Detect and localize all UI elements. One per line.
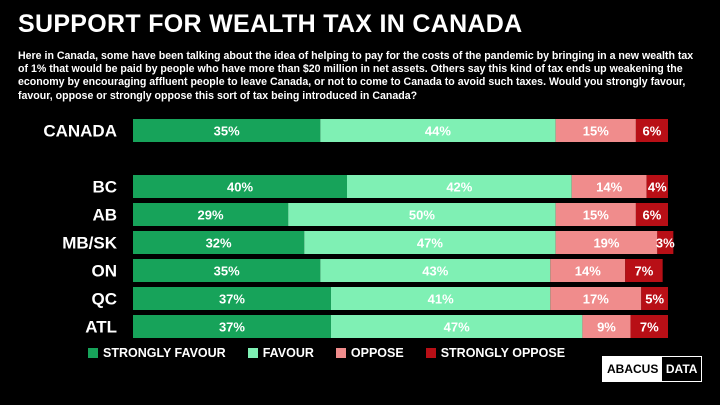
bar-segment-atl-oppose: [582, 315, 631, 338]
bar-segment-on-strongly-oppose: [625, 259, 663, 282]
survey-question: Here in Canada, some have been talking a…: [18, 50, 694, 102]
category-label-atl: ATL: [85, 318, 117, 337]
data-label-bc-strongly-favour: 40%: [227, 180, 253, 195]
legend-swatch-strongly-oppose: [425, 348, 436, 358]
legend-label-favour: FAVOUR: [262, 346, 314, 360]
abacus-data-logo: ABACUS DATA: [602, 356, 702, 382]
bar-segment-ab-oppose: [555, 203, 636, 226]
bar-segment-ab-strongly-favour: [133, 203, 289, 226]
category-label-mb-sk: MB/SK: [62, 234, 118, 253]
bar-segment-bc-strongly-favour: [133, 175, 347, 198]
bar-segment-ab-favour: [288, 203, 556, 226]
legend-label-strongly-favour: STRONGLY FAVOUR: [103, 346, 226, 360]
legend: STRONGLY FAVOUR FAVOUR OPPOSE STRONGLY O…: [88, 346, 587, 360]
legend-item-favour: FAVOUR: [247, 346, 314, 360]
data-label-bc-favour: 42%: [446, 180, 472, 195]
category-label-qc: QC: [92, 290, 118, 309]
data-label-mb-sk-strongly-oppose: 3%: [656, 236, 675, 251]
data-label-bc-strongly-oppose: 4%: [648, 180, 667, 195]
data-label-on-strongly-favour: 35%: [214, 264, 240, 279]
logo-part1: ABACUS: [603, 357, 663, 381]
bar-segment-on-strongly-favour: [133, 259, 321, 282]
bar-segment-canada-oppose: [555, 119, 636, 142]
legend-item-strongly-favour: STRONGLY FAVOUR: [88, 346, 226, 360]
data-label-on-strongly-oppose: 7%: [635, 264, 654, 279]
data-label-atl-strongly-oppose: 7%: [640, 320, 659, 335]
bar-segment-bc-favour: [347, 175, 572, 198]
bar-segment-qc-strongly-oppose: [641, 287, 668, 310]
bar-segment-qc-favour: [330, 287, 551, 310]
category-label-canada: CANADA: [43, 122, 117, 141]
legend-swatch-strongly-favour: [88, 348, 98, 358]
data-label-mb-sk-oppose: 19%: [593, 236, 619, 251]
data-label-ab-strongly-favour: 29%: [198, 208, 224, 223]
data-label-mb-sk-strongly-favour: 32%: [206, 236, 232, 251]
bar-segment-canada-strongly-favour: [133, 119, 321, 142]
bar-segment-on-favour: [320, 259, 551, 282]
bar-segment-atl-favour: [330, 315, 583, 338]
bar-segment-on-oppose: [550, 259, 626, 282]
legend-label-strongly-oppose: STRONGLY OPPOSE: [440, 346, 566, 360]
bar-segment-bc-strongly-oppose: [646, 175, 668, 198]
data-label-qc-favour: 41%: [428, 292, 454, 307]
bar-segment-ab-strongly-oppose: [635, 203, 668, 226]
legend-item-strongly-oppose: STRONGLY OPPOSE: [425, 346, 566, 360]
bar-segment-canada-favour: [320, 119, 556, 142]
category-label-on: ON: [92, 262, 118, 281]
category-label-ab: AB: [92, 206, 117, 225]
category-label-bc: BC: [92, 178, 117, 197]
data-label-qc-oppose: 17%: [583, 292, 609, 307]
data-label-on-oppose: 14%: [575, 264, 601, 279]
bar-segment-mb-sk-strongly-oppose: [657, 231, 674, 254]
data-label-atl-oppose: 9%: [597, 320, 616, 335]
legend-swatch-favour: [247, 348, 258, 358]
data-label-qc-strongly-favour: 37%: [219, 292, 245, 307]
data-label-canada-oppose: 15%: [583, 124, 609, 139]
data-label-canada-strongly-oppose: 6%: [643, 124, 662, 139]
legend-swatch-oppose: [335, 348, 346, 358]
bar-segment-qc-strongly-favour: [133, 287, 331, 310]
chart-title: SUPPORT FOR WEALTH TAX IN CANADA: [18, 10, 523, 38]
bar-segment-qc-oppose: [550, 287, 642, 310]
data-label-canada-favour: 44%: [425, 124, 451, 139]
data-label-atl-strongly-favour: 37%: [219, 320, 245, 335]
data-label-ab-oppose: 15%: [583, 208, 609, 223]
data-label-mb-sk-favour: 47%: [417, 236, 443, 251]
data-label-canada-strongly-favour: 35%: [214, 124, 240, 139]
data-label-on-favour: 43%: [422, 264, 448, 279]
logo-part2: DATA: [665, 362, 698, 376]
bar-segment-mb-sk-oppose: [555, 231, 658, 254]
bar-segment-mb-sk-favour: [304, 231, 556, 254]
data-label-ab-strongly-oppose: 6%: [643, 208, 662, 223]
data-label-qc-strongly-oppose: 5%: [645, 292, 664, 307]
bar-segment-canada-strongly-oppose: [635, 119, 668, 142]
data-label-bc-oppose: 14%: [596, 180, 622, 195]
legend-item-oppose: OPPOSE: [335, 346, 404, 360]
legend-label-oppose: OPPOSE: [350, 346, 404, 360]
data-label-atl-favour: 47%: [444, 320, 470, 335]
data-label-ab-favour: 50%: [409, 208, 435, 223]
bar-segment-bc-oppose: [571, 175, 647, 198]
bar-segment-atl-strongly-oppose: [630, 315, 668, 338]
bar-segment-mb-sk-strongly-favour: [133, 231, 305, 254]
bar-segment-atl-strongly-favour: [133, 315, 331, 338]
